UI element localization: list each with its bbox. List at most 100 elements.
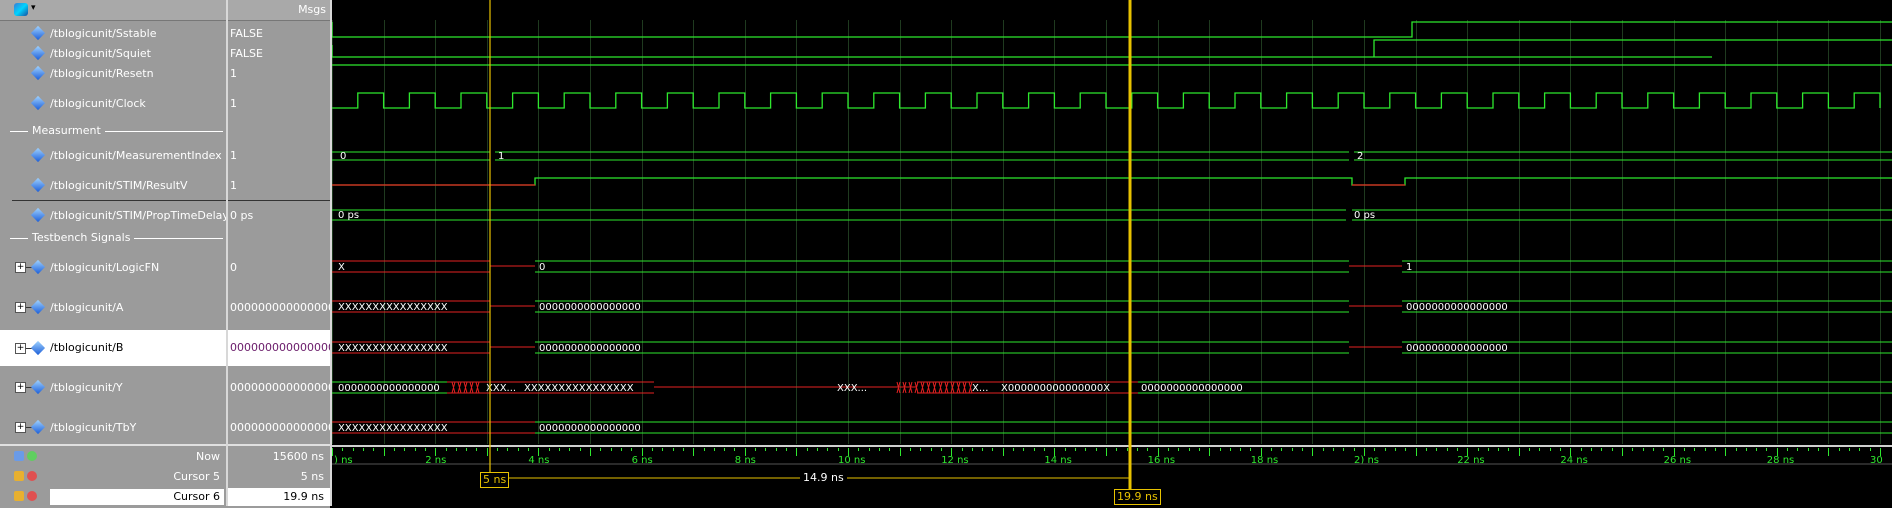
wave-label: XXXXXXXXXXXXXXXX (338, 302, 448, 313)
signal-values-pane: Msgs FALSE FALSE 1 1 1 1 0 ps 0 00000000… (228, 0, 342, 508)
value-resultv: 1 (230, 179, 237, 192)
signal-diamond-icon (30, 25, 46, 41)
value-logicfn: 0 (230, 261, 237, 274)
timeline-tick-label: 10 ns (838, 455, 865, 466)
divider-label: Measurment (28, 124, 105, 137)
timeline-tick-label: 24 ns (1560, 455, 1587, 466)
expand-icon[interactable]: + (15, 302, 26, 313)
divider-measurement[interactable]: Measurment (0, 124, 228, 138)
wave-resultv (332, 177, 1892, 186)
names-header: ▾ (0, 0, 228, 21)
pane-splitter[interactable] (226, 0, 229, 506)
cursor5-row[interactable]: Cursor 5 (0, 468, 228, 486)
signal-diamond-icon (30, 95, 46, 111)
cursor-6-time-box[interactable]: 19.9 ns (1114, 489, 1161, 505)
timeline-tick-label: 6 ns (632, 455, 653, 466)
signal-row-clock[interactable]: /tblogicunit/Clock (0, 95, 228, 113)
timeline-tick-label: 14 ns (1044, 455, 1071, 466)
wave-label: 0000000000000000 (1141, 383, 1243, 394)
value-clock: 1 (230, 97, 237, 110)
wave-measurementindex: 0 1 2 (332, 151, 1892, 162)
signal-row-tby[interactable]: + /tblogicunit/TbY (0, 419, 228, 437)
pane-splitter[interactable] (330, 0, 332, 506)
signal-name: /tblogicunit/B (50, 341, 124, 354)
add-cursor-icon[interactable] (27, 451, 37, 461)
cursor5-value: 5 ns (300, 470, 324, 483)
signal-diamond-icon (30, 147, 46, 163)
expand-icon[interactable]: + (15, 382, 26, 393)
wave-y: 0000000000000000 XXX... XXXXXXXXXXXXXXXX… (332, 381, 1892, 394)
wave-squiet (332, 39, 1892, 58)
signal-row-resetn[interactable]: /tblogicunit/Resetn (0, 65, 228, 83)
timeline-tick-label: 8 ns (735, 455, 756, 466)
signal-name: /tblogicunit/STIM/PropTimeDelay (50, 209, 229, 222)
cursor-panel: Now Cursor 5 Cursor 6 (0, 444, 228, 508)
wave-label: 1 (1406, 262, 1412, 273)
wave-proptimedelay: 0 ps 0 ps (332, 209, 1892, 221)
msgs-header-label: Msgs (298, 3, 326, 16)
expand-icon[interactable]: + (15, 422, 26, 433)
wave-label: 0000000000000000 (539, 343, 641, 354)
expand-icon[interactable]: + (15, 262, 26, 273)
signal-name: /tblogicunit/TbY (50, 421, 137, 434)
signal-row-y[interactable]: + /tblogicunit/Y (0, 379, 228, 397)
signal-row-measurementindex[interactable]: /tblogicunit/MeasurementIndex (0, 147, 228, 165)
wave-b: XXXXXXXXXXXXXXXX 0000000000000000 000000… (332, 341, 1892, 354)
lock-icon[interactable] (14, 471, 24, 481)
wave-label: 0 ps (1354, 210, 1375, 221)
wave-label: X (338, 262, 345, 273)
signal-name: /tblogicunit/Sstable (50, 27, 157, 40)
signal-diamond-icon (30, 177, 46, 193)
wave-a: XXXXXXXXXXXXXXXX 0000000000000000 000000… (332, 300, 1892, 313)
wave-label: 0000000000000000 (1406, 343, 1508, 354)
signal-row-a[interactable]: + /tblogicunit/A (0, 299, 228, 317)
divider-label: Testbench Signals (28, 231, 135, 244)
wave-pane[interactable]: 0 1 2 0 ps 0 ps (332, 0, 1892, 506)
wave-tool-icon[interactable] (14, 3, 28, 16)
signal-row-sstable[interactable]: /tblogicunit/Sstable (0, 25, 228, 43)
divider-testbench[interactable]: Testbench Signals (0, 231, 228, 245)
wave-label: X000000000000000X (1001, 383, 1110, 394)
value-resetn: 1 (230, 67, 237, 80)
signal-row-proptimedelay[interactable]: /tblogicunit/STIM/PropTimeDelay (0, 207, 229, 225)
value-sstable: FALSE (230, 27, 263, 40)
signal-name: /tblogicunit/A (50, 301, 124, 314)
signal-names-pane: ▾ /tblogicunit/Sstable /tblogicunit/Squi… (0, 0, 229, 508)
now-icon[interactable] (14, 451, 24, 461)
timeline-tick-label: 28 ns (1767, 455, 1794, 466)
signal-row-resultv[interactable]: /tblogicunit/STIM/ResultV (0, 177, 228, 195)
wave-label: 1 (498, 151, 504, 162)
delete-cursor-icon[interactable] (27, 491, 37, 501)
timeline-tick-label: 16 ns (1148, 455, 1175, 466)
cursor-5-time-box[interactable]: 5 ns (480, 472, 510, 488)
timeline-tick-label: 18 ns (1251, 455, 1278, 466)
cursor6-row[interactable]: Cursor 6 (0, 488, 228, 506)
waveform-canvas[interactable]: 0 1 2 0 ps 0 ps (332, 0, 1892, 506)
timeline-tick-label: 2 ns (425, 455, 446, 466)
signal-name: /tblogicunit/STIM/ResultV (50, 179, 188, 192)
now-row: Now (0, 448, 228, 466)
wave-label: 0000000000000000 (539, 302, 641, 313)
value-b: 0000000000000000 (228, 330, 342, 366)
cursor-delta-label: 14.9 ns (800, 471, 847, 484)
signal-name: /tblogicunit/MeasurementIndex (50, 149, 222, 162)
signal-row-logicfn[interactable]: + /tblogicunit/LogicFN (0, 259, 228, 277)
signal-diamond-icon (30, 45, 46, 61)
timeline[interactable]: ) ns 2 ns 4 ns 6 ns 8 ns 10 ns 12 ns 14 ns 16 ns… (332, 444, 1892, 506)
delete-cursor-icon[interactable] (27, 471, 37, 481)
signal-diamond-icon (30, 340, 46, 356)
value-a: 0000000000000000 (230, 301, 342, 314)
wave-label: 0 (340, 151, 346, 162)
value-measurementindex: 1 (230, 149, 237, 162)
wave-tby: XXXXXXXXXXXXXXXX 0000000000000000 (332, 421, 1892, 434)
lock-icon[interactable] (14, 491, 24, 501)
wave-label: 0000000000000000 (1406, 302, 1508, 313)
now-label: Now (196, 450, 220, 463)
expand-icon[interactable]: + (15, 343, 26, 354)
signal-row-squiet[interactable]: /tblogicunit/Squiet (0, 45, 228, 63)
signal-row-b[interactable]: + /tblogicunit/B (0, 330, 228, 366)
signal-diamond-icon (30, 65, 46, 81)
chevron-down-icon[interactable]: ▾ (31, 3, 36, 13)
wave-label: XXX... (486, 383, 516, 394)
